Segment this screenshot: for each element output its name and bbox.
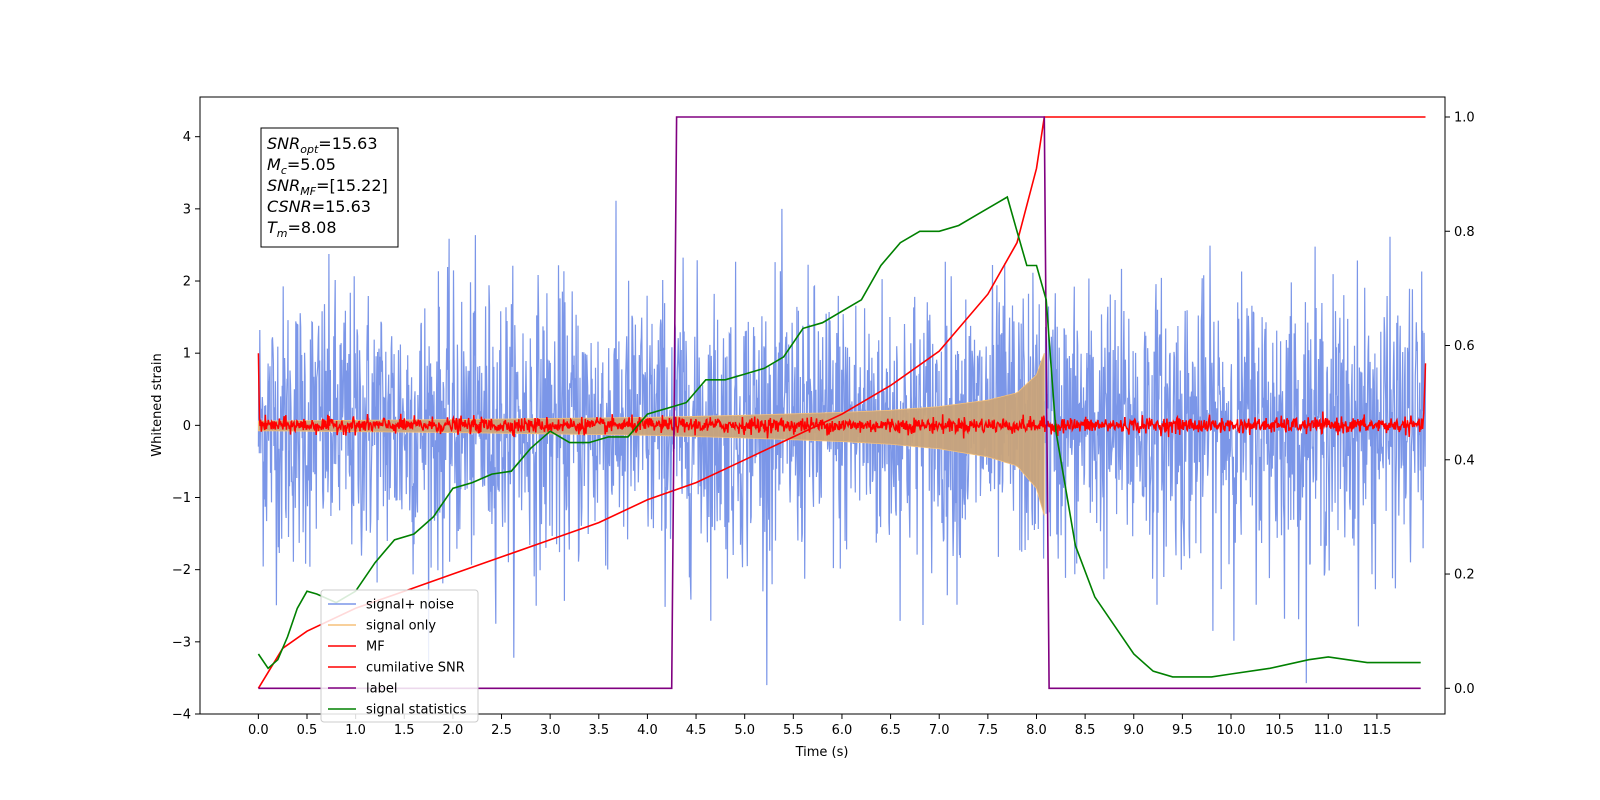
- series-signal-statistics: [257, 195, 1421, 678]
- x-tick-label: 9.0: [1123, 723, 1144, 738]
- series-label: [258, 116, 1421, 690]
- x-tick-label: 11.5: [1362, 723, 1391, 738]
- x-tick-label: 2.5: [491, 723, 512, 738]
- annotation-line: CSNR=15.63: [267, 197, 371, 216]
- x-tick-label: 6.0: [832, 723, 853, 738]
- y-tick-label: 1: [183, 347, 191, 362]
- x-tick-label: 3.5: [588, 723, 609, 738]
- y-tick-label: −4: [172, 708, 191, 723]
- legend-label: signal statistics: [366, 703, 467, 718]
- x-tick-label: 2.0: [443, 723, 464, 738]
- annotation-line: SNRopt=15.63: [267, 134, 378, 156]
- x-tick-label: 6.5: [880, 723, 901, 738]
- legend-label: signal+ noise: [366, 598, 454, 613]
- y-tick-label: 4: [183, 130, 191, 145]
- y2-tick-label: 0.8: [1454, 225, 1475, 240]
- x-tick-label: 8.5: [1075, 723, 1096, 738]
- plot-frame: [199, 96, 1446, 715]
- y-tick-label: −2: [172, 563, 191, 578]
- y-tick-label: −1: [172, 491, 191, 506]
- legend-frame: [320, 589, 479, 723]
- x-tick-label: 5.5: [783, 723, 804, 738]
- x-tick-label: 9.5: [1172, 723, 1193, 738]
- annotation-line: Mc=5.05: [267, 155, 336, 177]
- y2-tick-label: 0.0: [1454, 682, 1475, 697]
- annotation-line: Tm=8.08: [267, 218, 337, 240]
- y-axis: −4 −3 −2 −1 0 1 2 3 4: [172, 130, 200, 723]
- x-tick-label: 5.0: [734, 723, 755, 738]
- legend-label: signal only: [366, 619, 436, 634]
- x-tick-label: 10.0: [1217, 723, 1246, 738]
- annotation-box: SNRopt=15.63Mc=5.05SNRMF=[15.22]CSNR=15.…: [260, 127, 399, 248]
- y-tick-label: 3: [183, 202, 191, 217]
- annotation-line: SNRMF=[15.22]: [267, 176, 388, 198]
- x-axis: 0.0 0.5 1.0 1.5 2.0 2.5 3.0 3.5 4.0 4.5 5.0 5.5 6.0 6…: [248, 714, 1391, 738]
- legend: signal+ noise signal only MF cumilative SNR…: [320, 589, 479, 723]
- y-tick-label: 0: [183, 419, 191, 434]
- x-tick-label: 1.5: [394, 723, 415, 738]
- y2-tick-label: 1.0: [1454, 110, 1475, 125]
- x-tick-label: 0.0: [248, 723, 269, 738]
- y-tick-label: 2: [183, 275, 191, 290]
- y2-tick-label: 0.6: [1454, 339, 1475, 354]
- x-tick-label: 8.0: [1026, 723, 1047, 738]
- series-mf: [257, 353, 1427, 439]
- y2-tick-label: 0.4: [1454, 453, 1475, 468]
- x-tick-label: 7.0: [929, 723, 950, 738]
- x-axis-label: Time (s): [795, 745, 849, 760]
- x-tick-label: 10.5: [1265, 723, 1294, 738]
- annotation-frame: [260, 127, 399, 248]
- x-tick-label: 4.5: [686, 723, 707, 738]
- x-tick-label: 7.5: [978, 723, 999, 738]
- x-tick-label: 3.0: [540, 723, 561, 738]
- y2-tick-label: 0.2: [1454, 568, 1475, 583]
- legend-label: label: [366, 682, 397, 697]
- series-layer: [257, 116, 1427, 690]
- legend-label: MF: [366, 640, 385, 655]
- x-tick-label: 1.0: [345, 723, 366, 738]
- y-tick-label: −3: [172, 635, 191, 650]
- x-tick-label: 0.5: [297, 723, 318, 738]
- x-tick-label: 4.0: [637, 723, 658, 738]
- y-axis-label: Whitened strain: [150, 353, 165, 456]
- legend-label: cumilative SNR: [366, 661, 465, 676]
- y2-axis: 0.0 0.2 0.4 0.6 0.8 1.0: [1445, 110, 1475, 697]
- x-tick-label: 11.0: [1314, 723, 1343, 738]
